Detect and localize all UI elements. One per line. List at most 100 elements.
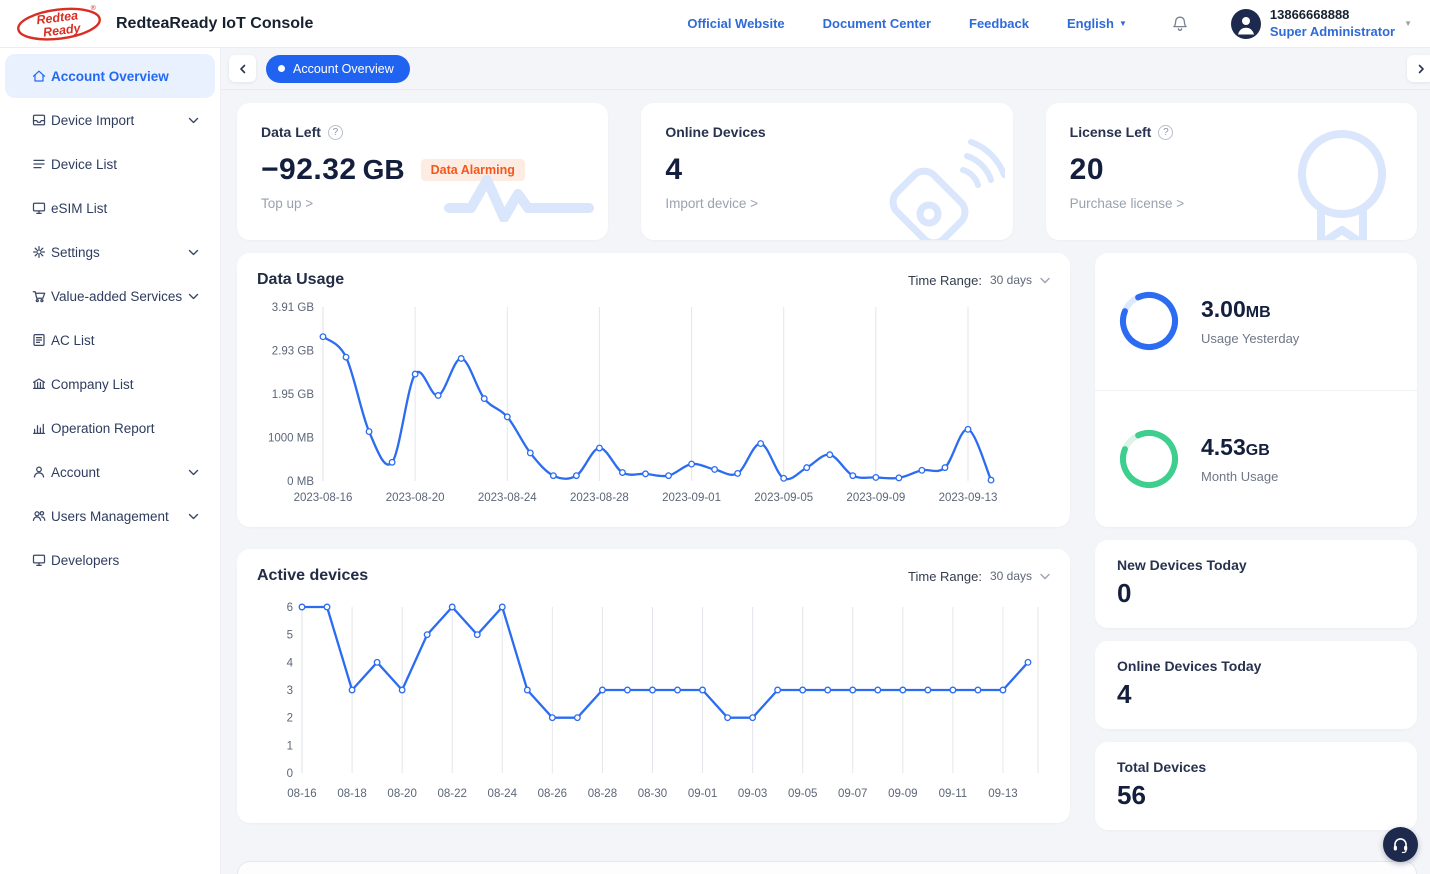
- svg-text:4: 4: [287, 657, 294, 669]
- nav-link-official-website[interactable]: Official Website: [687, 16, 785, 31]
- time-range-label: Time Range:: [908, 568, 982, 584]
- time-range-select[interactable]: Time Range: 30 days: [908, 273, 1050, 288]
- sidebar-item-settings[interactable]: Settings: [5, 230, 215, 274]
- usage-month-unit: GB: [1245, 441, 1270, 459]
- headset-icon: [1393, 838, 1408, 854]
- license-left-value: 20: [1069, 153, 1105, 186]
- total-devices-value: 56: [1117, 780, 1146, 810]
- online-devices-today-label: Online Devices Today: [1117, 658, 1262, 674]
- inbox-icon: [31, 112, 47, 128]
- sidebar-item-account[interactable]: Account: [5, 450, 215, 494]
- data-usage-title: Data Usage: [257, 271, 345, 288]
- svg-text:2023-09-01: 2023-09-01: [662, 492, 721, 504]
- purchase-license-link[interactable]: Purchase license >: [1069, 196, 1185, 211]
- tab-account-overview[interactable]: Account Overview: [266, 54, 410, 83]
- import-device-link[interactable]: Import device >: [665, 196, 758, 211]
- usage-month-section: 4.53GB Month Usage: [1095, 391, 1417, 528]
- new-devices-today-value: 0: [1117, 578, 1132, 608]
- svg-text:2: 2: [287, 713, 293, 725]
- user-menu[interactable]: 13866668888 Super Administrator ▼: [1230, 7, 1412, 40]
- sidebar-item-device-import[interactable]: Device Import: [5, 98, 215, 142]
- svg-text:3.91 GB: 3.91 GB: [272, 302, 315, 314]
- home-icon: [31, 68, 47, 84]
- svg-text:2023-09-05: 2023-09-05: [754, 492, 813, 504]
- svg-text:09-01: 09-01: [688, 788, 717, 800]
- notifications-bell-icon[interactable]: [1171, 15, 1189, 33]
- active-tab-dot: [278, 65, 285, 72]
- online-devices-card: Online Devices 4 Import device >: [641, 103, 1013, 240]
- help-icon[interactable]: ?: [1158, 124, 1174, 140]
- users-icon: [31, 508, 47, 524]
- sidebar-item-label: Account Overview: [51, 68, 169, 84]
- sidebar-item-company-list[interactable]: Company List: [5, 362, 215, 406]
- svg-text:®: ®: [90, 4, 97, 12]
- tabs-scroll-right-button[interactable]: [1407, 55, 1430, 82]
- data-left-unit: GB: [362, 154, 405, 185]
- chevron-down-icon: [1040, 277, 1050, 283]
- svg-text:2023-09-13: 2023-09-13: [939, 492, 998, 504]
- nav-link-feedback[interactable]: Feedback: [969, 16, 1029, 31]
- chevron-down-icon: ▼: [1404, 19, 1412, 28]
- svg-text:2023-08-28: 2023-08-28: [570, 492, 629, 504]
- total-devices-label: Total Devices: [1117, 759, 1207, 775]
- sidebar-item-label: AC List: [51, 332, 95, 348]
- time-range-label: Time Range:: [908, 272, 982, 288]
- usage-month-value: 4.53: [1201, 433, 1246, 460]
- svg-text:08-20: 08-20: [387, 788, 416, 800]
- monitor-icon: [31, 200, 47, 216]
- tab-bar: Account Overview: [221, 48, 1430, 90]
- sidebar-item-users-management[interactable]: Users Management: [5, 494, 215, 538]
- time-range-value: 30 days: [989, 569, 1032, 583]
- chevron-down-icon: [188, 117, 199, 124]
- chevron-down-icon: ▼: [1118, 19, 1127, 28]
- brand: Redtea Ready ® RedteaReady IoT Console: [14, 4, 313, 44]
- sidebar-item-account-overview[interactable]: Account Overview: [5, 54, 215, 98]
- language-select[interactable]: English ▼: [1067, 16, 1127, 31]
- sidebar-item-label: Value-added Services: [51, 288, 183, 304]
- sidebar-item-ac-list[interactable]: AC List: [5, 318, 215, 362]
- sidebar-item-developers[interactable]: Developers: [5, 538, 215, 582]
- active-tab-label: Account Overview: [293, 61, 394, 76]
- user-role: Super Administrator: [1269, 23, 1396, 39]
- next-section-card: [237, 861, 1417, 874]
- svg-text:Ready: Ready: [42, 20, 82, 39]
- sidebar-item-label: Account: [51, 464, 100, 480]
- svg-text:2.93 GB: 2.93 GB: [272, 345, 315, 357]
- active-devices-title: Active devices: [257, 567, 369, 584]
- sidebar-item-operation-report[interactable]: Operation Report: [5, 406, 215, 450]
- sidebar-item-label: eSIM List: [51, 200, 108, 216]
- svg-text:08-22: 08-22: [437, 788, 466, 800]
- svg-text:09-13: 09-13: [988, 788, 1017, 800]
- help-icon[interactable]: ?: [327, 124, 343, 140]
- online-devices-today-value: 4: [1117, 679, 1132, 709]
- chevron-down-icon: [188, 469, 199, 476]
- customer-support-button[interactable]: [1383, 827, 1418, 862]
- usage-yesterday-value: 3.00: [1201, 296, 1246, 323]
- sidebar: Account Overview Device Import Device List…: [0, 48, 221, 874]
- time-range-select[interactable]: Time Range: 30 days: [908, 569, 1050, 584]
- sidebar-item-esim-list[interactable]: eSIM List: [5, 186, 215, 230]
- svg-text:1: 1: [287, 740, 293, 752]
- sidebar-item-label: Device Import: [51, 112, 135, 128]
- svg-text:08-24: 08-24: [488, 788, 518, 800]
- svg-text:08-26: 08-26: [538, 788, 567, 800]
- device-wifi-watermark-icon: [889, 139, 1005, 240]
- nav-link-document-center[interactable]: Document Center: [822, 16, 932, 31]
- active-devices-card: Active devices Time Range: 30 days 0 1 2 3 4…: [237, 549, 1070, 823]
- sidebar-item-device-list[interactable]: Device List: [5, 142, 215, 186]
- online-devices-value: 4: [665, 153, 683, 186]
- tabs-scroll-left-button[interactable]: [229, 55, 256, 82]
- license-left-card: License Left ? 20 Purchase license >: [1045, 103, 1417, 240]
- sidebar-item-label: Developers: [51, 552, 120, 568]
- new-devices-today-label: New Devices Today: [1117, 557, 1247, 573]
- svg-text:09-11: 09-11: [939, 788, 968, 800]
- top-up-link[interactable]: Top up >: [261, 196, 314, 211]
- svg-text:2023-08-16: 2023-08-16: [294, 492, 353, 504]
- usage-yesterday-unit: MB: [1245, 304, 1271, 322]
- sidebar-item-value-added-services[interactable]: Value-added Services: [5, 274, 215, 318]
- svg-text:2023-09-09: 2023-09-09: [846, 492, 905, 504]
- svg-text:2023-08-20: 2023-08-20: [386, 492, 445, 504]
- svg-text:0: 0: [287, 768, 293, 780]
- svg-text:2023-08-24: 2023-08-24: [478, 492, 537, 504]
- online-devices-title: Online Devices: [665, 124, 766, 140]
